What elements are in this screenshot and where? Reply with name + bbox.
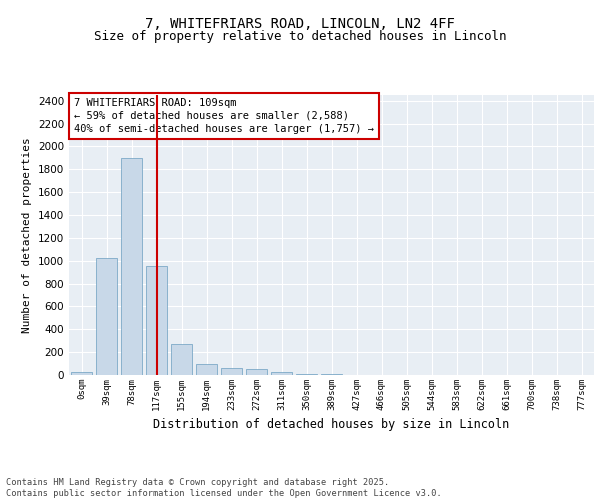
Bar — [71, 372, 92, 375]
Bar — [271, 372, 292, 375]
X-axis label: Distribution of detached houses by size in Lincoln: Distribution of detached houses by size … — [154, 418, 509, 432]
Bar — [171, 344, 192, 375]
Text: Size of property relative to detached houses in Lincoln: Size of property relative to detached ho… — [94, 30, 506, 43]
Text: 7 WHITEFRIARS ROAD: 109sqm
← 59% of detached houses are smaller (2,588)
40% of s: 7 WHITEFRIARS ROAD: 109sqm ← 59% of deta… — [74, 98, 374, 134]
Bar — [296, 374, 317, 375]
Bar — [246, 368, 267, 375]
Bar — [146, 266, 167, 375]
Bar — [221, 368, 242, 375]
Text: Contains HM Land Registry data © Crown copyright and database right 2025.
Contai: Contains HM Land Registry data © Crown c… — [6, 478, 442, 498]
Bar — [196, 364, 217, 375]
Bar — [96, 258, 117, 375]
Text: 7, WHITEFRIARS ROAD, LINCOLN, LN2 4FF: 7, WHITEFRIARS ROAD, LINCOLN, LN2 4FF — [145, 18, 455, 32]
Bar — [121, 158, 142, 375]
Y-axis label: Number of detached properties: Number of detached properties — [22, 137, 32, 333]
Bar — [321, 374, 342, 375]
